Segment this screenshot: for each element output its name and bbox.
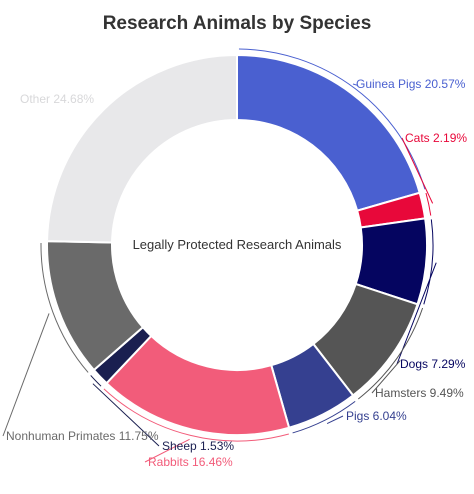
label-cats: Cats 2.19% [405, 131, 467, 145]
label-leader-lines [2, 48, 437, 463]
center-label: Legally Protected Research Animals [133, 237, 342, 252]
label-other: Other 24.68% [20, 92, 94, 106]
leader-hamsters [357, 307, 424, 400]
label-sheep: Sheep 1.53% [162, 439, 234, 453]
label-dogs: Dogs 7.29% [400, 357, 466, 371]
slice-other[interactable] [46, 53, 238, 244]
leader-sheep [90, 375, 160, 447]
leader-guinea-pigs [238, 48, 426, 190]
label-rabbits: Rabbits 16.46% [148, 455, 233, 469]
leader-pigs [292, 400, 356, 434]
label-nonhuman-primates: Nonhuman Primates 11.75% [6, 429, 159, 443]
label-guinea-pigs: Guinea Pigs 20.57% [356, 77, 466, 91]
label-pigs: Pigs 6.04% [346, 409, 407, 423]
leader-rabbits [103, 388, 289, 463]
donut-slices [46, 53, 428, 436]
chart-title: Research Animals by Species [103, 13, 372, 34]
leader-dogs [396, 219, 437, 365]
leader-nonhuman-primates [2, 243, 89, 437]
slice-labels: Guinea Pigs 20.57% Cats 2.19% Dogs 7.29% Ha… [6, 77, 467, 469]
leader-cats [401, 137, 434, 216]
label-hamsters: Hamsters 9.49% [375, 386, 464, 400]
